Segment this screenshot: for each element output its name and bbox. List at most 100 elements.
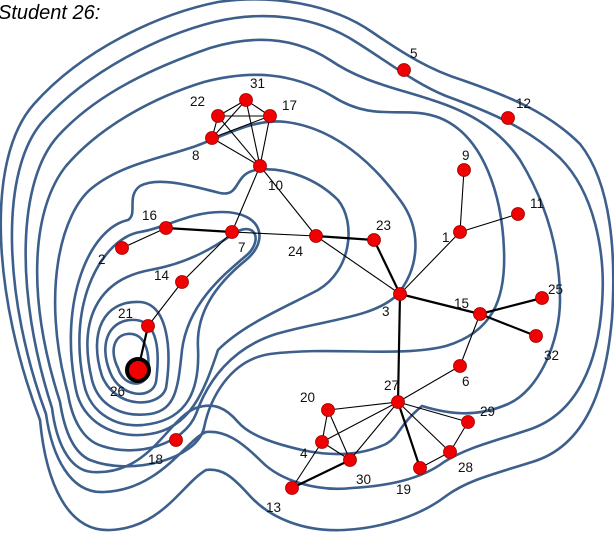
node-3[interactable]: [393, 287, 407, 301]
node-9[interactable]: [457, 163, 471, 177]
node-label: 5: [410, 46, 418, 61]
node-label: 30: [356, 472, 371, 487]
edge-27-30: [349, 401, 399, 461]
node-23[interactable]: [367, 233, 381, 247]
edge-15-25: [479, 296, 543, 316]
edge-27-20: [327, 401, 399, 411]
node-29[interactable]: [461, 415, 475, 429]
edge-27-19: [396, 401, 422, 469]
node-label: 25: [548, 282, 563, 297]
node-32[interactable]: [529, 329, 543, 343]
node-label: 4: [300, 446, 308, 461]
node-31[interactable]: [239, 93, 253, 107]
caption: Student 26:: [0, 2, 101, 24]
node-24[interactable]: [309, 229, 323, 243]
node-2[interactable]: [115, 241, 129, 255]
edge-10-24: [259, 165, 317, 237]
node-25[interactable]: [535, 291, 549, 305]
density-contour: [24, 38, 562, 474]
node-4[interactable]: [315, 435, 329, 449]
node-15[interactable]: [473, 307, 487, 321]
node-22[interactable]: [211, 109, 225, 123]
node-label: 10: [268, 178, 283, 193]
density-contour: [104, 318, 159, 396]
edge-23-3: [373, 239, 401, 295]
node-label: 18: [148, 452, 163, 467]
edge-15-32: [479, 312, 537, 338]
node-label: 1: [442, 230, 450, 245]
edge-14-7: [181, 231, 233, 283]
node-label: 17: [282, 98, 297, 113]
node-10[interactable]: [253, 159, 267, 173]
edge-15-6: [459, 313, 481, 367]
edge-24-3: [315, 235, 401, 295]
edge-10-22: [217, 115, 261, 167]
edge-31-8: [211, 99, 247, 139]
node-17[interactable]: [263, 109, 277, 123]
node-5[interactable]: [397, 63, 411, 77]
node-label: 26: [110, 384, 125, 399]
node-6[interactable]: [453, 359, 467, 373]
node-label: 6: [462, 374, 470, 389]
node-label: 3: [382, 304, 390, 319]
node-label: 20: [300, 390, 315, 405]
node-label: 29: [480, 404, 495, 419]
edge-7-10: [231, 165, 261, 233]
node-label: 8: [192, 148, 200, 163]
node-1[interactable]: [453, 225, 467, 239]
node-26[interactable]: [125, 357, 151, 383]
density-contour: [53, 120, 417, 452]
edge-16-2: [121, 227, 167, 249]
density-contour: [95, 300, 170, 404]
node-27[interactable]: [391, 395, 405, 409]
edge-10-17: [259, 115, 271, 167]
edge-13-30: [291, 459, 351, 489]
node-12[interactable]: [501, 111, 515, 125]
edge-27-6: [397, 365, 461, 403]
node-21[interactable]: [141, 319, 155, 333]
edge-27-4: [321, 401, 399, 443]
network-edges: [121, 99, 543, 489]
node-label: 27: [384, 378, 399, 393]
node-label: 2: [98, 252, 106, 267]
node-label: 12: [516, 96, 531, 111]
edge-24-23: [315, 234, 375, 242]
density-contour: [86, 227, 257, 416]
network-nodes: [115, 63, 549, 495]
node-label: 11: [530, 196, 544, 211]
node-11[interactable]: [511, 207, 525, 221]
node-label: 24: [288, 244, 304, 259]
edge-1-11: [459, 213, 519, 233]
edge-10-31: [245, 99, 261, 167]
node-19[interactable]: [413, 461, 427, 475]
edge-27-28: [397, 401, 451, 453]
node-13[interactable]: [285, 481, 299, 495]
node-label: 13: [266, 500, 281, 515]
edge-21-14: [147, 281, 183, 327]
density-contour: [112, 332, 150, 385]
node-28[interactable]: [443, 445, 457, 459]
node-label: 7: [238, 240, 246, 255]
edge-16-7: [165, 226, 233, 234]
density-contour: [10, 14, 604, 494]
edge-27-29: [397, 401, 469, 423]
node-label: 21: [118, 306, 133, 321]
node-16[interactable]: [159, 221, 173, 235]
edge-3-27: [396, 293, 402, 403]
edge-4-13: [291, 441, 323, 489]
node-label: 31: [250, 76, 265, 91]
density-contour: [78, 210, 261, 427]
node-30[interactable]: [343, 453, 357, 467]
edge-1-9: [459, 169, 465, 233]
node-18[interactable]: [169, 433, 183, 447]
node-14[interactable]: [175, 275, 189, 289]
node-label: 32: [544, 348, 559, 363]
node-label: 19: [396, 482, 411, 497]
node-label: 16: [142, 208, 157, 223]
node-20[interactable]: [321, 403, 335, 417]
node-label: 14: [154, 268, 170, 283]
node-7[interactable]: [225, 225, 239, 239]
edge-10-8: [211, 137, 261, 167]
node-8[interactable]: [205, 131, 219, 145]
